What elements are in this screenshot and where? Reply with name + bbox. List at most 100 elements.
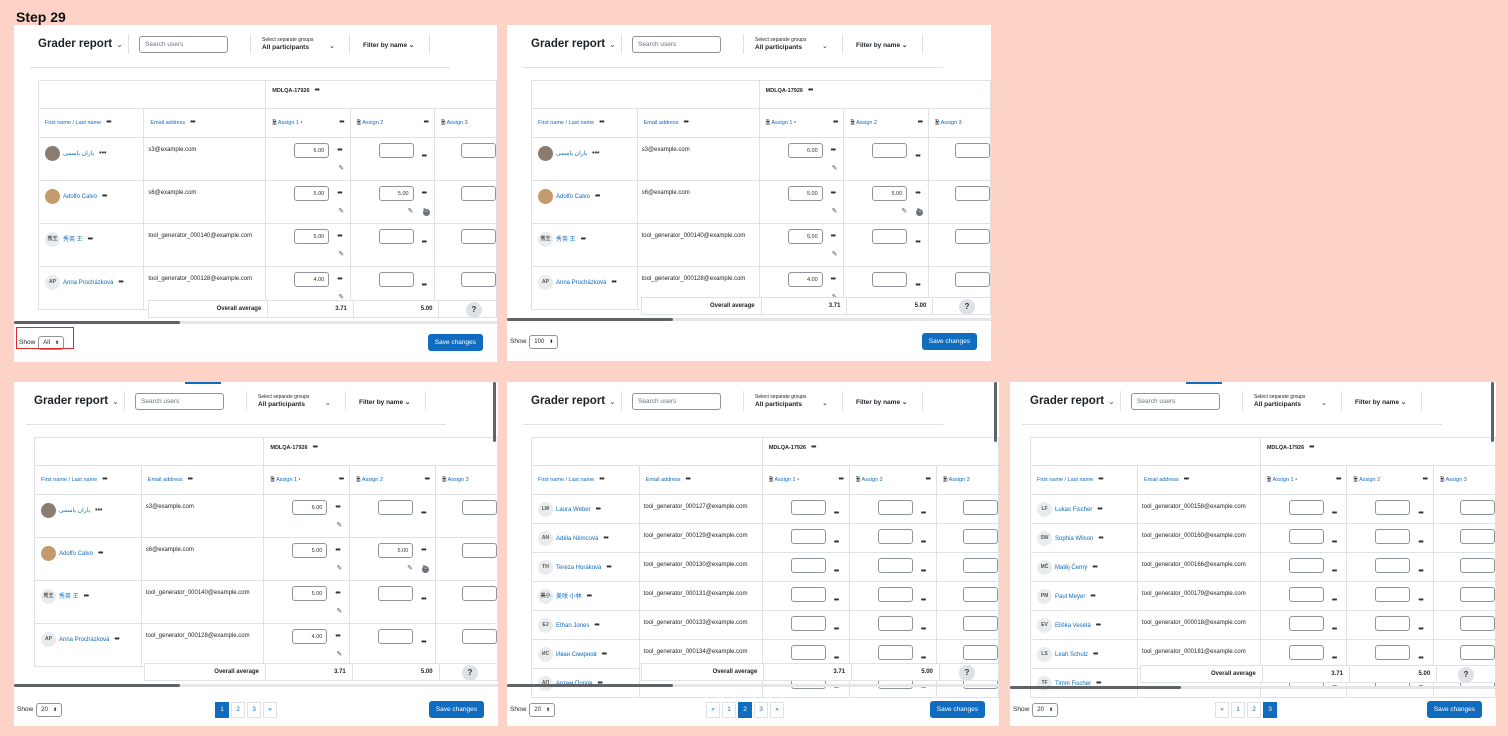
user-name-link[interactable]: Adéla Němcová bbox=[556, 536, 599, 543]
grade-input[interactable] bbox=[1375, 500, 1411, 515]
more-icon[interactable]: ••• bbox=[187, 476, 193, 483]
email-column-header[interactable]: Email address ••• bbox=[638, 465, 763, 495]
more-icon[interactable]: ••• bbox=[915, 239, 920, 246]
grade-input[interactable] bbox=[1375, 587, 1411, 602]
edit-icon[interactable]: ✎ bbox=[336, 565, 343, 572]
search-input[interactable]: Search users bbox=[632, 393, 721, 410]
assign3-column-header[interactable]: 🗎 Assign 3 bbox=[1432, 465, 1496, 495]
more-icon[interactable]: ••• bbox=[1418, 597, 1423, 604]
per-page-select[interactable]: 20 ⬍ bbox=[1032, 703, 1059, 717]
edit-icon[interactable]: ✎ bbox=[831, 165, 838, 172]
grade-input[interactable] bbox=[962, 616, 998, 631]
grade-input[interactable] bbox=[378, 629, 414, 644]
user-name-link[interactable]: Paul Meyer bbox=[1055, 594, 1086, 601]
grade-input[interactable]: 6.00 bbox=[787, 143, 823, 158]
page-link[interactable]: 3 bbox=[1263, 702, 1277, 718]
more-icon[interactable]: ••• bbox=[118, 279, 123, 287]
more-icon[interactable]: ••• bbox=[683, 119, 688, 126]
edit-icon[interactable]: ✎ bbox=[338, 294, 345, 301]
grade-input[interactable] bbox=[790, 529, 826, 544]
more-icon[interactable]: ••• bbox=[597, 680, 602, 687]
more-icon[interactable]: ••• bbox=[421, 547, 426, 554]
more-icon[interactable]: ••• bbox=[833, 597, 839, 604]
more-icon[interactable]: ••• bbox=[920, 568, 926, 575]
grade-input[interactable] bbox=[1375, 558, 1411, 573]
more-icon[interactable]: ••• bbox=[95, 507, 103, 515]
activity-name[interactable]: MDLQA-17926 bbox=[768, 445, 807, 451]
more-icon[interactable]: ••• bbox=[925, 476, 931, 483]
more-icon[interactable]: ••• bbox=[1418, 655, 1423, 662]
save-changes-button[interactable]: Save changes bbox=[428, 701, 484, 718]
per-page-select[interactable]: 100 ⬍ bbox=[529, 335, 559, 349]
more-icon[interactable]: ••• bbox=[421, 153, 427, 160]
grade-input[interactable]: 5.00 bbox=[872, 186, 908, 201]
more-icon[interactable]: ••• bbox=[603, 535, 608, 543]
filter-by-name-button[interactable]: Filter by name ⌄ bbox=[1355, 398, 1406, 406]
more-icon[interactable]: ••• bbox=[1331, 510, 1337, 517]
more-icon[interactable]: ••• bbox=[337, 276, 342, 283]
help-icon[interactable]: ? bbox=[959, 665, 975, 681]
assign1-column-header[interactable]: 🗎 Assign 1 ▾ ••• bbox=[758, 108, 845, 138]
more-icon[interactable]: ••• bbox=[421, 239, 427, 246]
more-icon[interactable]: ••• bbox=[1331, 539, 1337, 546]
edit-icon[interactable]: ✎ bbox=[407, 208, 414, 215]
more-icon[interactable]: ••• bbox=[335, 590, 340, 597]
more-icon[interactable]: ••• bbox=[337, 190, 342, 197]
more-icon[interactable]: ••• bbox=[1422, 476, 1428, 483]
user-name-link[interactable]: Lukas Fischer bbox=[1055, 507, 1093, 514]
more-icon[interactable]: ••• bbox=[592, 150, 600, 158]
grade-input[interactable] bbox=[877, 558, 913, 573]
activity-name[interactable]: MDLQA-17926 bbox=[765, 88, 803, 94]
grade-input[interactable] bbox=[1459, 529, 1495, 544]
user-name-link[interactable]: Tereza Horáková bbox=[556, 565, 602, 572]
more-icon[interactable]: ••• bbox=[1183, 476, 1189, 483]
edit-icon[interactable]: ✎ bbox=[338, 251, 345, 258]
name-column-header[interactable]: First name / Last name ••• bbox=[531, 465, 640, 495]
user-name-link[interactable]: Anna Procházková bbox=[556, 280, 607, 287]
more-icon[interactable]: ••• bbox=[87, 236, 93, 244]
more-icon[interactable]: ••• bbox=[830, 276, 836, 283]
grade-input[interactable] bbox=[378, 229, 414, 244]
more-icon[interactable]: ••• bbox=[1331, 655, 1337, 662]
per-page-select[interactable]: 20 ⬍ bbox=[529, 703, 556, 717]
more-icon[interactable]: ••• bbox=[314, 87, 320, 94]
grade-input[interactable] bbox=[1459, 587, 1495, 602]
activity-name[interactable]: MDLQA-17926 bbox=[272, 88, 310, 94]
filter-by-name-button[interactable]: Filter by name ⌄ bbox=[856, 398, 907, 406]
grade-input[interactable] bbox=[877, 529, 913, 544]
more-icon[interactable]: ••• bbox=[1331, 626, 1337, 633]
grade-input[interactable]: 6.00 bbox=[294, 143, 330, 158]
vertical-scrollbar[interactable] bbox=[994, 382, 997, 442]
assign2-column-header[interactable]: 🗎 Assign 2 ••• bbox=[843, 108, 929, 138]
more-icon[interactable]: ••• bbox=[838, 476, 844, 483]
page-link[interactable]: 1 bbox=[722, 702, 736, 718]
activity-name[interactable]: MDLQA-17926 bbox=[1266, 445, 1305, 451]
more-icon[interactable]: ••• bbox=[1309, 444, 1314, 451]
save-changes-button[interactable]: Save changes bbox=[427, 334, 483, 351]
filter-by-name-button[interactable]: Filter by name ⌄ bbox=[856, 41, 907, 49]
more-icon[interactable]: ••• bbox=[102, 193, 107, 201]
more-icon[interactable]: ••• bbox=[580, 236, 586, 244]
filter-by-name-button[interactable]: Filter by name ⌄ bbox=[363, 41, 414, 49]
assign1-column-header[interactable]: 🗎 Assign 1 ▾ ••• bbox=[263, 465, 351, 495]
sort-desc-icon[interactable]: ▾ bbox=[792, 120, 796, 126]
email-column-header[interactable]: Email address ••• bbox=[636, 108, 760, 138]
horizontal-scrollbar[interactable] bbox=[1010, 686, 1181, 689]
filter-by-name-button[interactable]: Filter by name ⌄ bbox=[359, 398, 410, 406]
more-icon[interactable]: ••• bbox=[99, 150, 107, 158]
edit-icon[interactable]: ✎ bbox=[901, 208, 908, 215]
grade-input[interactable] bbox=[378, 272, 414, 287]
more-icon[interactable]: ••• bbox=[1096, 680, 1101, 688]
more-icon[interactable]: ••• bbox=[102, 476, 107, 483]
name-column-header[interactable]: First name / Last name ••• bbox=[37, 108, 145, 138]
grade-input[interactable] bbox=[962, 500, 998, 515]
email-column-header[interactable]: Email address ••• bbox=[143, 108, 267, 138]
more-icon[interactable]: ••• bbox=[338, 476, 344, 483]
grade-input[interactable] bbox=[872, 229, 908, 244]
search-input[interactable]: Search users bbox=[1131, 393, 1220, 410]
group-selector[interactable]: Select separate groups All participants ⌄ bbox=[1254, 394, 1327, 409]
name-column-header[interactable]: First name / Last name ••• bbox=[34, 465, 142, 495]
more-icon[interactable]: ••• bbox=[915, 190, 920, 197]
email-column-header[interactable]: Email address ••• bbox=[140, 465, 265, 495]
search-input[interactable]: Search users bbox=[135, 393, 224, 410]
